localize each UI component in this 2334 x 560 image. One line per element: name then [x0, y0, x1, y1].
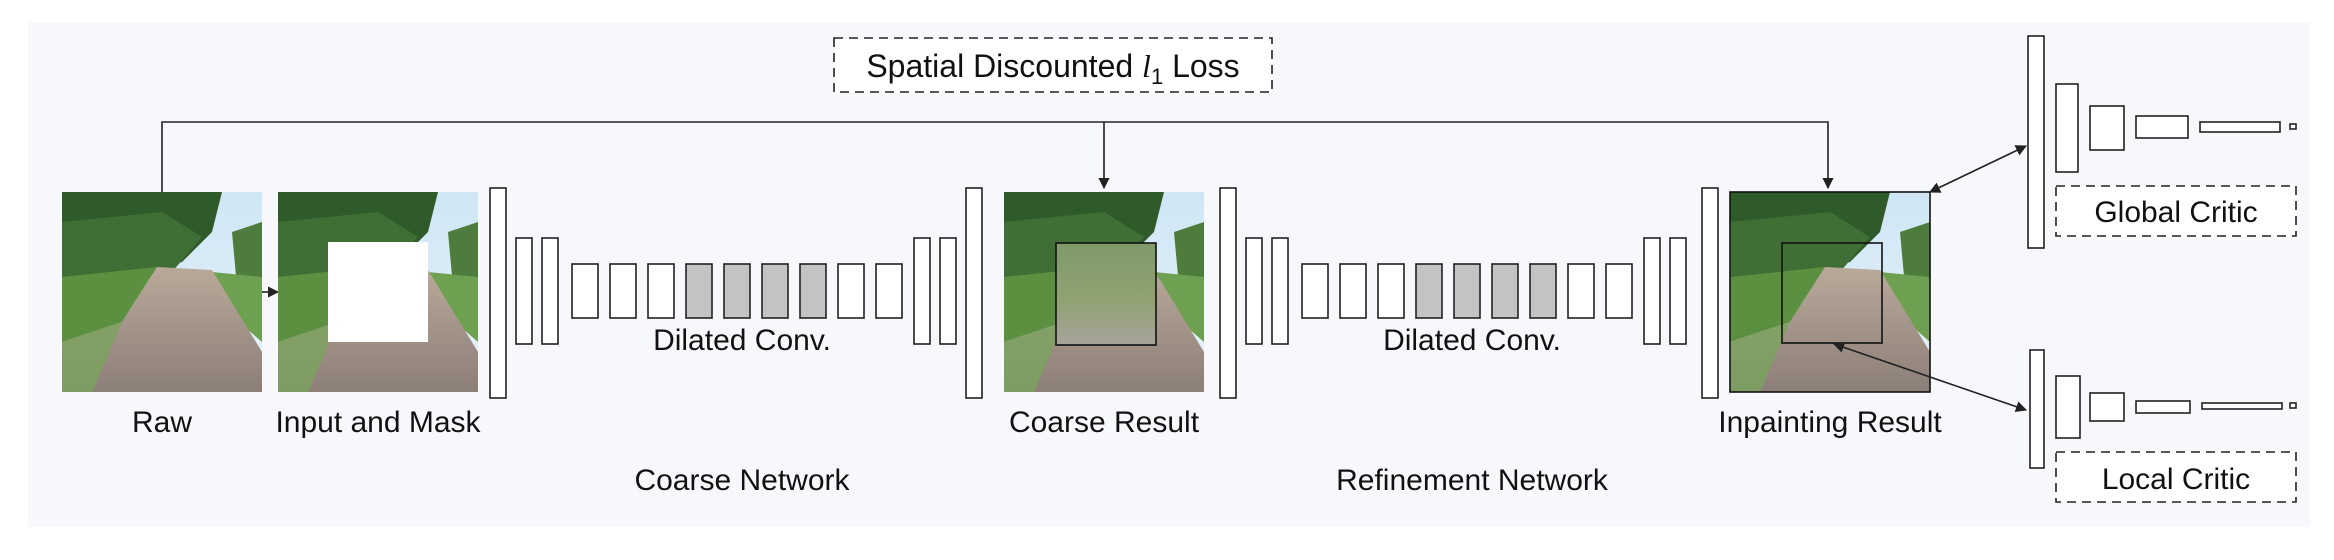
local-critic-layer: [2029, 349, 2045, 469]
refinement-network-label: Refinement Network: [1336, 464, 1609, 497]
coarse-encoder-layer: [489, 187, 507, 399]
refinement-dilated-label: Dilated Conv.: [1383, 324, 1561, 357]
coarse-dilated-layer: [723, 263, 751, 319]
coarse-result-label: Coarse Result: [1009, 406, 1200, 439]
global-critic-layer: [2055, 83, 2079, 173]
loss-label-variable: l: [1142, 48, 1151, 84]
global-critic-layers: [2027, 35, 2297, 249]
raw-label: Raw: [132, 406, 192, 439]
coarse-result-image: [1004, 192, 1204, 392]
local-critic-layer: [2289, 402, 2297, 409]
coarse-blurred-region: [1055, 242, 1157, 346]
loss-label-main: Spatial Discounted: [866, 48, 1142, 84]
global-critic-layer: [2089, 105, 2125, 151]
refinement-decoder-layer: [1669, 237, 1687, 345]
refinement-dilated-layer: [1415, 263, 1443, 319]
coarse-dilated-label: Dilated Conv.: [653, 324, 831, 357]
loss-label-subscript: 1: [1151, 64, 1163, 89]
coarse-decoder-layer: [939, 237, 957, 345]
loss-label-box: [833, 37, 1273, 93]
coarse-dilated-layer: [685, 263, 713, 319]
local-critic-label: Local Critic: [2102, 463, 2250, 496]
coarse-decoder-layer: [965, 187, 983, 399]
global-critic-layer: [2289, 123, 2297, 130]
critic-arrows: [1832, 145, 2028, 413]
coarse-encoder-layer: [541, 237, 559, 345]
refinement-network-layers: [1219, 187, 1719, 399]
coarse-network-label: Coarse Network: [634, 464, 850, 497]
local-critic-layer: [2089, 392, 2125, 422]
mask-hole: [328, 242, 428, 342]
coarse-layer: [875, 263, 903, 319]
inpainting-result-label: Inpainting Result: [1718, 406, 1942, 439]
refinement-layer: [1301, 263, 1329, 319]
refinement-layer: [1605, 263, 1633, 319]
loss-connector: [161, 121, 1834, 192]
refinement-decoder-layer: [1643, 237, 1661, 345]
coarse-layer: [647, 263, 675, 319]
coarse-layer: [837, 263, 865, 319]
loss-label: Spatial Discounted l1 Loss: [866, 48, 1239, 89]
refinement-decoder-layer: [1701, 187, 1719, 399]
global-critic-layer: [2135, 115, 2189, 139]
loss-label-tail: Loss: [1163, 48, 1239, 84]
coarse-layer: [609, 263, 637, 319]
input-mask-image: [278, 192, 478, 392]
refinement-encoder-layer: [1219, 187, 1237, 399]
coarse-decoder-layer: [913, 237, 931, 345]
refinement-layer: [1377, 263, 1405, 319]
local-critic-layer: [2135, 400, 2191, 414]
raw-image: [62, 192, 262, 392]
coarse-dilated-layer: [799, 263, 827, 319]
inpainting-result-frame: [1729, 191, 1931, 393]
coarse-network-layers: [489, 187, 983, 399]
coarse-dilated-layer: [761, 263, 789, 319]
inpainted-region: [1781, 242, 1883, 344]
coarse-encoder-layer: [515, 237, 533, 345]
coarse-layer: [571, 263, 599, 319]
local-critic-layer: [2055, 375, 2081, 439]
local-critic-label-box: [2055, 451, 2297, 503]
input-mask-label: Input and Mask: [275, 406, 481, 439]
inpainting-result-image: [1729, 191, 1931, 393]
refinement-layer: [1567, 263, 1595, 319]
refinement-dilated-layer: [1491, 263, 1519, 319]
refinement-layer: [1339, 263, 1367, 319]
global-critic-label-box: [2055, 185, 2297, 237]
global-critic-layer: [2199, 121, 2281, 133]
refinement-encoder-layer: [1271, 237, 1289, 345]
refinement-dilated-layer: [1453, 263, 1481, 319]
global-critic-label: Global Critic: [2094, 196, 2257, 229]
local-critic-layers: [2029, 349, 2297, 469]
refinement-encoder-layer: [1245, 237, 1263, 345]
local-critic-layer: [2201, 402, 2283, 410]
refinement-dilated-layer: [1529, 263, 1557, 319]
global-critic-layer: [2027, 35, 2045, 249]
